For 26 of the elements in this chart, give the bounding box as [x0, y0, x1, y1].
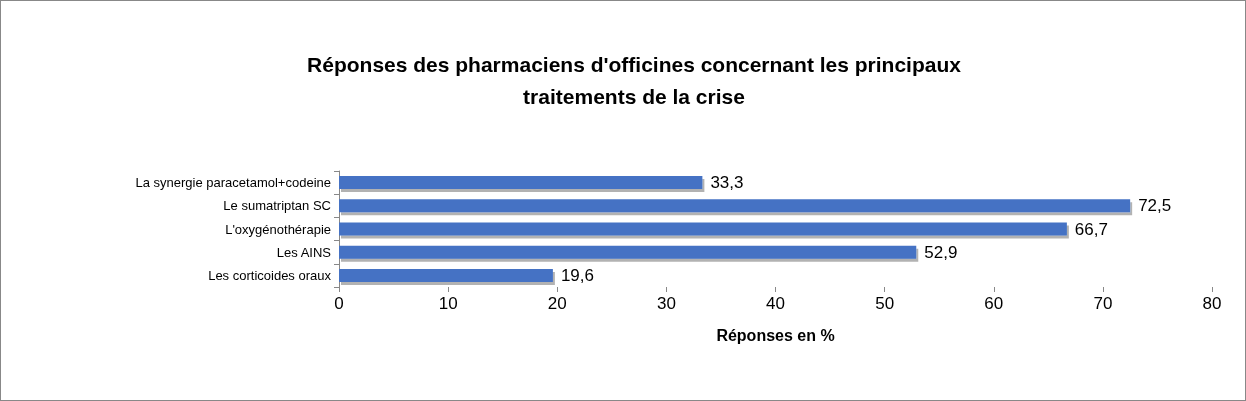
x-tick-label: 20 [547, 294, 567, 313]
x-tick-label: 0 [334, 294, 344, 313]
data-label: 19,6 [560, 265, 594, 285]
bar [339, 199, 1131, 213]
x-tick-label: 70 [1093, 294, 1113, 313]
bar [339, 245, 917, 259]
y-tick-label: Le sumatriptan SC [223, 198, 331, 214]
x-tick-label: 40 [766, 294, 785, 313]
data-label: 72,5 [1138, 196, 1172, 216]
y-tick-label: Les corticoides oraux [208, 267, 332, 283]
chart-title: Réponses des pharmaciens d'officines concernant les principaux traitements de la crise [307, 52, 962, 108]
x-axis-title: Réponses en % [716, 326, 835, 344]
x-tick-label: 30 [656, 294, 676, 313]
y-tick-label: L'oxygénothérapie [225, 221, 331, 237]
y-tick-label: Les AINS [276, 244, 332, 260]
y-tick-label: La synergie paracetamol+codeine [135, 175, 331, 191]
bar [339, 222, 1067, 236]
x-tick-label: 80 [1202, 294, 1222, 313]
data-label: 33,3 [710, 173, 744, 193]
data-label: 66,7 [1074, 219, 1108, 239]
x-tick-label: 60 [984, 294, 1004, 313]
data-label: 52,9 [924, 242, 958, 262]
bar [339, 176, 703, 190]
x-tick-label: 10 [438, 294, 458, 313]
x-tick-label: 50 [875, 294, 895, 313]
bar [339, 268, 553, 282]
